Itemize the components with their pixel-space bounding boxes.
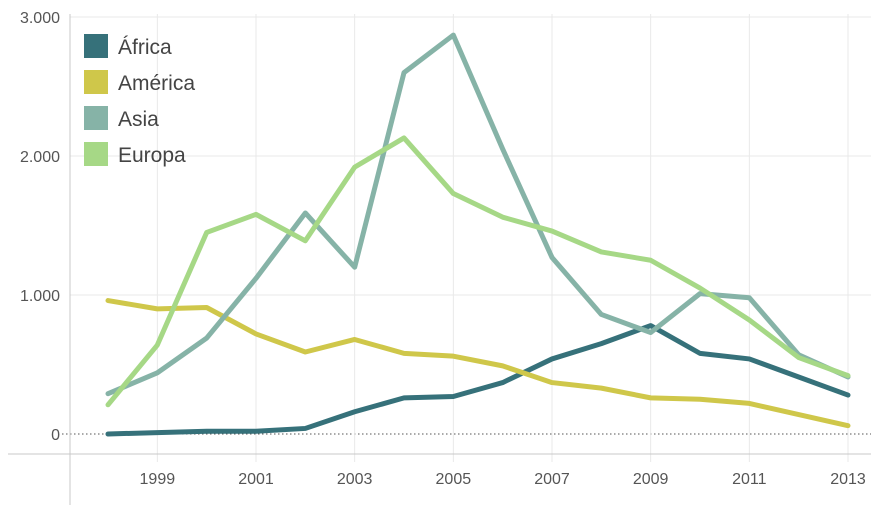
- legend-swatch: [84, 34, 108, 58]
- y-tick-label: 3.000: [20, 10, 60, 27]
- series-line-frica: [105, 323, 851, 437]
- series-layer: [105, 32, 851, 437]
- series-line-europa: [105, 135, 851, 408]
- x-tick-label: 2009: [633, 471, 669, 488]
- legend-item: Europa: [84, 142, 186, 167]
- legend-label: Europa: [118, 144, 186, 167]
- series-line-amrica: [105, 298, 851, 429]
- x-tick-label: 2003: [337, 471, 373, 488]
- legend-label: África: [118, 36, 172, 59]
- y-tick-label: 0: [51, 427, 60, 444]
- legend-label: América: [118, 72, 195, 95]
- x-tick-label: 2001: [238, 471, 274, 488]
- y-tick-label: 2.000: [20, 149, 60, 166]
- x-tick-label: 1999: [140, 471, 176, 488]
- legend-swatch: [84, 70, 108, 94]
- legend: África América Asia Europa: [84, 34, 195, 167]
- x-tick-label: 2013: [830, 471, 866, 488]
- x-tick-label: 2007: [534, 471, 570, 488]
- legend-item: África: [84, 34, 172, 59]
- x-tick-label: 2011: [732, 471, 767, 488]
- legend-item: Asia: [84, 106, 159, 131]
- x-tick-label: 2005: [436, 471, 472, 488]
- legend-item: América: [84, 70, 195, 95]
- axes: 0 1.000 2.000 3.000 1999 2001 2003 2005 2007 2009…: [8, 10, 871, 505]
- legend-swatch: [84, 106, 108, 130]
- legend-label: Asia: [118, 108, 159, 131]
- series-line-asia: [105, 32, 851, 397]
- legend-swatch: [84, 142, 108, 166]
- y-tick-label: 1.000: [20, 288, 60, 305]
